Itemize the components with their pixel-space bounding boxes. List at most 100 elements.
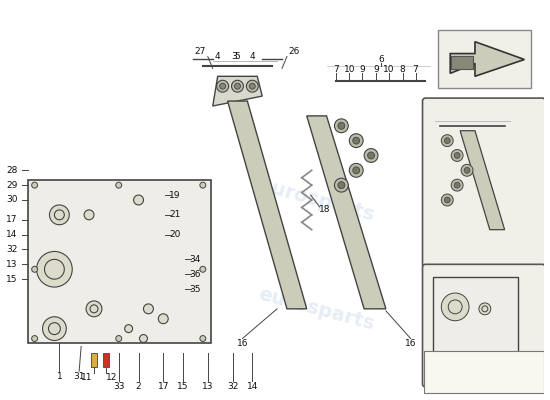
Text: 13: 13 bbox=[6, 260, 18, 269]
Circle shape bbox=[479, 303, 491, 315]
Circle shape bbox=[140, 334, 147, 342]
Circle shape bbox=[32, 266, 37, 272]
Text: 13: 13 bbox=[202, 382, 213, 390]
Bar bbox=[91, 353, 97, 367]
Circle shape bbox=[45, 259, 64, 279]
Circle shape bbox=[454, 152, 460, 158]
Text: eurosparts: eurosparts bbox=[69, 175, 189, 225]
Circle shape bbox=[334, 178, 348, 192]
Circle shape bbox=[364, 148, 378, 162]
Circle shape bbox=[441, 135, 453, 146]
Circle shape bbox=[353, 137, 360, 144]
Text: 21: 21 bbox=[169, 210, 181, 219]
Text: 35: 35 bbox=[189, 284, 201, 294]
Text: 1: 1 bbox=[508, 349, 514, 358]
Circle shape bbox=[32, 336, 37, 342]
Bar bbox=[103, 353, 109, 367]
Text: 23: 23 bbox=[477, 113, 488, 122]
Text: 17: 17 bbox=[157, 382, 169, 390]
Circle shape bbox=[134, 195, 144, 205]
Text: 10: 10 bbox=[383, 65, 394, 74]
Circle shape bbox=[444, 138, 450, 144]
Text: 8: 8 bbox=[400, 65, 405, 74]
Circle shape bbox=[441, 194, 453, 206]
Text: 9: 9 bbox=[373, 65, 379, 74]
Text: 23: 23 bbox=[444, 113, 456, 122]
Circle shape bbox=[125, 325, 133, 332]
FancyBboxPatch shape bbox=[28, 180, 211, 344]
Text: 18: 18 bbox=[319, 205, 331, 214]
Text: 12: 12 bbox=[106, 373, 118, 382]
Circle shape bbox=[37, 252, 72, 287]
Text: 33: 33 bbox=[113, 382, 124, 390]
Text: 6: 6 bbox=[378, 55, 384, 64]
Circle shape bbox=[454, 182, 460, 188]
Text: eurosparts: eurosparts bbox=[256, 284, 377, 334]
Polygon shape bbox=[450, 42, 525, 76]
Text: Vale fino all'Ass. Nr. 40323: Vale fino all'Ass. Nr. 40323 bbox=[431, 360, 537, 369]
Circle shape bbox=[246, 80, 258, 92]
Text: 16: 16 bbox=[405, 339, 416, 348]
Circle shape bbox=[334, 119, 348, 133]
Text: 28: 28 bbox=[6, 166, 18, 175]
Circle shape bbox=[461, 164, 473, 176]
Circle shape bbox=[200, 336, 206, 342]
Text: 17: 17 bbox=[6, 215, 18, 224]
Circle shape bbox=[48, 323, 60, 334]
Polygon shape bbox=[307, 116, 386, 309]
Text: 16: 16 bbox=[236, 339, 248, 348]
Circle shape bbox=[441, 293, 469, 321]
Text: F1: F1 bbox=[466, 245, 483, 258]
Text: 10: 10 bbox=[344, 65, 355, 74]
Text: 31: 31 bbox=[73, 372, 85, 381]
Polygon shape bbox=[213, 76, 262, 106]
Text: 14: 14 bbox=[6, 230, 18, 239]
Circle shape bbox=[217, 80, 229, 92]
Circle shape bbox=[353, 167, 360, 174]
Text: 3: 3 bbox=[232, 52, 238, 61]
Circle shape bbox=[32, 182, 37, 188]
Circle shape bbox=[451, 150, 463, 162]
Text: 1: 1 bbox=[57, 372, 62, 381]
Text: 22: 22 bbox=[464, 104, 476, 114]
Circle shape bbox=[86, 301, 102, 317]
Circle shape bbox=[200, 182, 206, 188]
Text: 2: 2 bbox=[136, 382, 141, 390]
Text: 26: 26 bbox=[442, 124, 453, 133]
Text: 14: 14 bbox=[246, 382, 258, 390]
Circle shape bbox=[234, 83, 240, 89]
Circle shape bbox=[338, 122, 345, 129]
Text: 32: 32 bbox=[227, 382, 238, 390]
Polygon shape bbox=[460, 131, 505, 230]
Text: 11: 11 bbox=[81, 373, 93, 382]
Bar bbox=[465, 353, 470, 364]
Text: eurosparts: eurosparts bbox=[256, 175, 377, 225]
Text: 30: 30 bbox=[6, 196, 18, 204]
Circle shape bbox=[50, 205, 69, 225]
Circle shape bbox=[451, 179, 463, 191]
Text: 5: 5 bbox=[235, 52, 240, 61]
Text: Valid till Car Ass. Nr. 40323: Valid till Car Ass. Nr. 40323 bbox=[430, 374, 538, 383]
FancyBboxPatch shape bbox=[424, 351, 544, 393]
Circle shape bbox=[54, 210, 64, 220]
Circle shape bbox=[349, 134, 363, 148]
Text: 4: 4 bbox=[250, 52, 255, 61]
Text: 15: 15 bbox=[177, 382, 189, 390]
Circle shape bbox=[158, 314, 168, 324]
Text: 26: 26 bbox=[288, 47, 300, 56]
Polygon shape bbox=[228, 101, 307, 309]
Circle shape bbox=[90, 305, 98, 313]
FancyBboxPatch shape bbox=[422, 264, 545, 387]
Circle shape bbox=[116, 182, 122, 188]
Circle shape bbox=[232, 80, 244, 92]
Circle shape bbox=[482, 306, 488, 312]
Circle shape bbox=[219, 83, 226, 89]
Text: 20: 20 bbox=[169, 230, 181, 239]
Circle shape bbox=[84, 210, 94, 220]
Text: 34: 34 bbox=[189, 255, 201, 264]
Circle shape bbox=[42, 317, 67, 340]
Circle shape bbox=[349, 163, 363, 177]
Text: 15: 15 bbox=[6, 275, 18, 284]
Bar bbox=[455, 353, 460, 364]
Text: 32: 32 bbox=[6, 245, 18, 254]
